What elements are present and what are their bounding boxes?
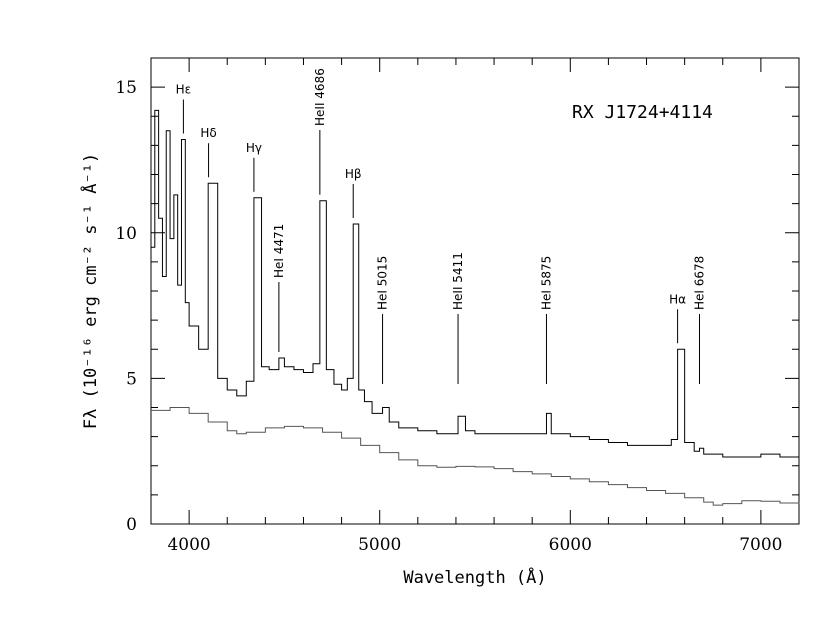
line-annotation: Hβ — [345, 167, 362, 219]
series-layer — [151, 109, 800, 506]
x-tick-label: 5000 — [358, 535, 401, 555]
annotation-label: HeII 5411 — [451, 252, 465, 310]
line-annotation: Hα — [669, 292, 686, 344]
y-tick-label: 15 — [115, 78, 137, 98]
line-annotation: Hγ — [246, 141, 262, 192]
axis-tick-labels: 4000 5000 6000 7000 0 5 10 15 — [115, 78, 782, 555]
line-annotation: HeII 4686 — [313, 68, 327, 195]
line-annotation: HeI 6678 — [693, 256, 707, 384]
axis-ticks — [150, 57, 800, 525]
line-annotation: Hδ — [200, 126, 217, 178]
line-annotation: HeII 5411 — [451, 252, 465, 384]
annotation-label: HeI 4471 — [272, 224, 286, 278]
annotation-label: HeI 5875 — [539, 256, 553, 310]
annotation-label: HeI 6678 — [693, 256, 707, 310]
annotation-label: Hγ — [246, 141, 262, 155]
annotation-label: Hδ — [200, 126, 216, 140]
x-axis-title: Wavelength (Å) — [403, 566, 546, 588]
annotation-label: Hε — [176, 83, 192, 97]
spectrum-line — [151, 109, 799, 458]
line-annotations: Hε Hδ Hγ HeI 4471 HeII 4686 Hβ HeI 5015 HeII 54… — [176, 68, 707, 384]
y-tick-label: 5 — [126, 369, 137, 389]
model-continuum-line — [151, 407, 800, 506]
x-tick-label: 4000 — [167, 535, 210, 555]
y-tick-label: 10 — [115, 224, 137, 244]
y-axis-title: Fλ (10⁻¹⁶ erg cm⁻² s⁻¹ Å⁻¹) — [79, 153, 101, 429]
annotation-label: HeII 4686 — [313, 68, 327, 126]
annotation-label: Hα — [669, 292, 686, 306]
line-annotation: HeI 5875 — [539, 256, 553, 384]
line-annotation: HeI 5015 — [376, 256, 390, 384]
annotation-label: Hβ — [345, 167, 362, 181]
annotation-label: HeI 5015 — [376, 256, 390, 310]
x-tick-label: 6000 — [549, 535, 592, 555]
line-annotation: Hε — [176, 83, 192, 134]
chart-title: RX J1724+4114 — [572, 102, 713, 123]
line-annotation: HeI 4471 — [272, 224, 286, 352]
y-tick-label: 0 — [126, 515, 137, 535]
x-tick-label: 7000 — [739, 535, 782, 555]
